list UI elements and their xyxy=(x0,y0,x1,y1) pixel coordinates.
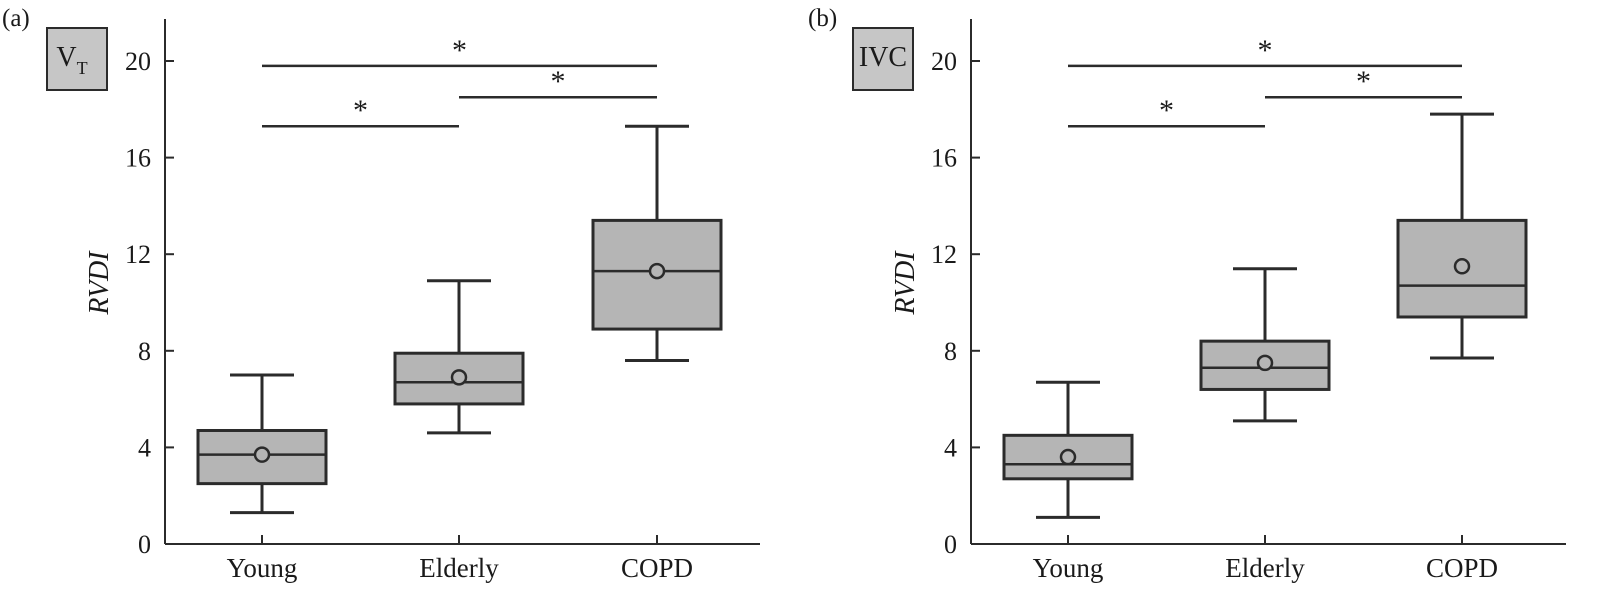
panel-letter: (a) xyxy=(2,5,30,32)
y-axis-label: RVDI xyxy=(84,250,115,316)
y-tick-label: 0 xyxy=(138,530,151,559)
significance-star: * xyxy=(353,94,368,127)
mean-marker xyxy=(1453,258,1471,275)
badge-label: IVC xyxy=(859,42,907,73)
y-axis-label: RVDI xyxy=(890,250,921,316)
y-tick-label: 4 xyxy=(138,433,151,462)
box-copd xyxy=(1396,112,1528,360)
y-tick-label: 8 xyxy=(138,337,151,366)
mean-marker xyxy=(648,262,666,280)
y-tick-label: 20 xyxy=(125,47,151,76)
iqr-box xyxy=(591,218,723,331)
x-tick-label: Elderly xyxy=(419,553,499,583)
significance-star: * xyxy=(452,34,467,67)
badge-text-sub: T xyxy=(77,58,88,78)
mean-marker xyxy=(450,369,468,386)
panel-letter: (b) xyxy=(808,5,837,32)
badge-box xyxy=(852,27,914,91)
x-tick-label: Elderly xyxy=(1225,553,1305,583)
panel-a: (a) VT 0 4 8 12 16 20 RVDI Young Elderly COPD * * * xyxy=(2,5,760,583)
panel-b: (b) IVC 0 4 8 12 16 20 RVDI Young Elderly COPD * * * xyxy=(808,5,1566,583)
badge-text-main: IVC xyxy=(859,42,907,73)
box-young xyxy=(196,373,328,515)
mean-marker xyxy=(1059,448,1077,466)
y-tick-label: 4 xyxy=(944,433,957,462)
significance-star: * xyxy=(551,65,566,98)
mean-marker xyxy=(253,446,271,463)
x-tick-label: Young xyxy=(227,553,298,583)
significance-star: * xyxy=(1258,34,1273,67)
y-tick-label: 16 xyxy=(931,144,957,173)
significance-star: * xyxy=(1356,65,1371,98)
y-tick-label: 20 xyxy=(931,47,957,76)
badge-text-main: V xyxy=(56,42,76,73)
y-tick-label: 12 xyxy=(125,240,151,269)
significance-star: * xyxy=(1159,94,1174,127)
mean-marker xyxy=(1256,354,1274,372)
box-elderly xyxy=(393,279,525,435)
y-tick-label: 0 xyxy=(944,530,957,559)
x-tick-label: Young xyxy=(1033,553,1104,583)
box-elderly xyxy=(1199,267,1331,423)
box-young xyxy=(1002,380,1134,519)
y-tick-label: 12 xyxy=(931,240,957,269)
badge-box xyxy=(46,27,108,91)
y-tick-label: 16 xyxy=(125,144,151,173)
y-tick-label: 8 xyxy=(944,337,957,366)
badge-label: VT xyxy=(56,42,87,78)
box-copd xyxy=(591,124,723,362)
x-tick-label: COPD xyxy=(1426,553,1498,583)
x-tick-label: COPD xyxy=(621,553,693,583)
